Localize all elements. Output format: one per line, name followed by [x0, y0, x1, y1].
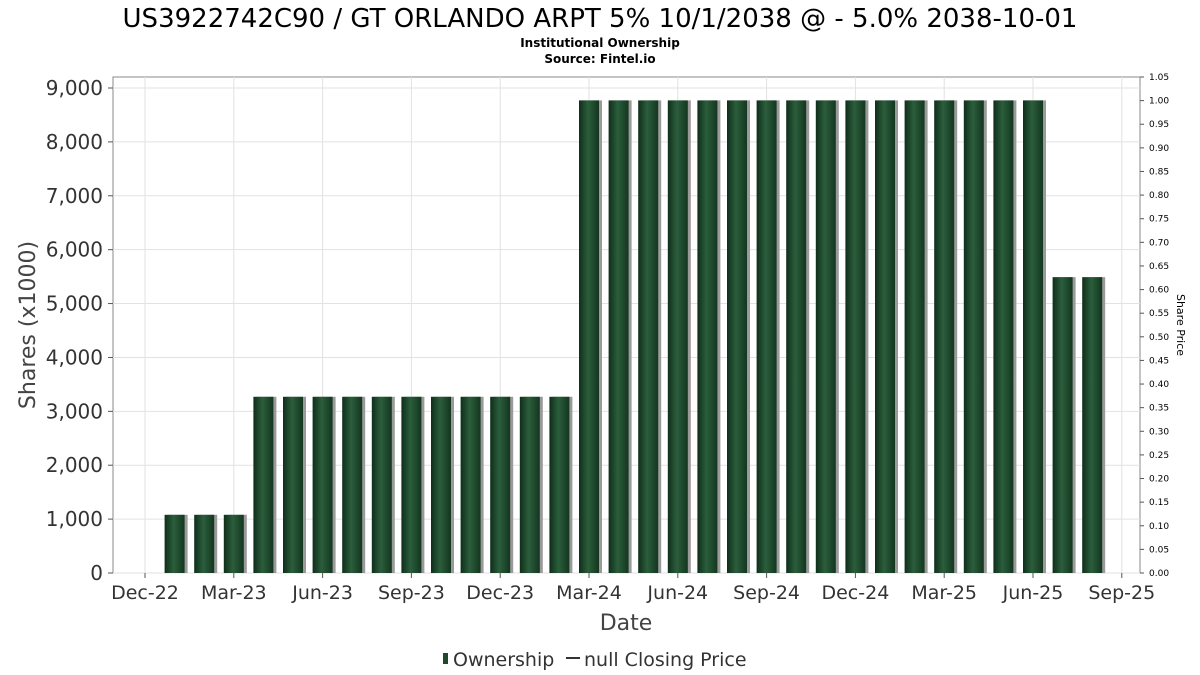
bar: [786, 100, 807, 574]
bar: [963, 100, 984, 574]
right-tick-label: 0.80: [1149, 191, 1169, 201]
bar: [460, 396, 481, 573]
right-tick-label: 0.20: [1149, 475, 1169, 485]
bar: [164, 514, 185, 573]
x-tick-label: Dec-23: [466, 582, 534, 604]
bar: [756, 100, 777, 574]
legend-ownership-label: Ownership: [453, 649, 554, 671]
right-tick-label: 0.00: [1149, 569, 1169, 579]
bar: [904, 100, 925, 574]
chart-subtitle: Institutional Ownership: [520, 36, 680, 50]
x-axis-label: Date: [600, 611, 653, 636]
bar: [697, 100, 718, 574]
bar: [845, 100, 866, 574]
right-tick-label: 0.55: [1149, 309, 1169, 319]
right-tick-label: 1.05: [1149, 73, 1169, 83]
x-tick-label: Sep-25: [1088, 582, 1155, 604]
y-tick-label: 1,000: [46, 507, 103, 531]
x-tick-label: Jun-23: [291, 582, 353, 604]
right-tick-label: 0.15: [1149, 498, 1169, 508]
y-tick-label: 3,000: [46, 399, 103, 423]
y-tick-label: 7,000: [46, 184, 103, 208]
chart-source: Source: Fintel.io: [544, 52, 655, 66]
bar: [519, 396, 540, 573]
y-tick-label: 2,000: [46, 453, 103, 477]
x-tick-label: Dec-22: [111, 582, 179, 604]
bar: [1082, 277, 1103, 573]
y-tick-label: 5,000: [46, 292, 103, 316]
bars-group: [164, 100, 1106, 574]
right-axis-label: Share Price: [1174, 294, 1187, 356]
legend-closing-price-label: null Closing Price: [584, 649, 747, 671]
bar: [283, 396, 303, 573]
right-tick-label: 0.45: [1149, 356, 1169, 366]
x-tick-label: Sep-24: [733, 582, 800, 604]
x-tick-label: Mar-24: [556, 582, 622, 604]
right-tick-label: 0.95: [1149, 120, 1169, 130]
y-tick-label: 0: [90, 561, 103, 585]
x-tick-label: Mar-23: [201, 582, 267, 604]
y-tick-label: 4,000: [46, 345, 103, 369]
right-axis-ticks: 0.00 0.05 0.10 0.15 0.20 0.25 0.30 0.35 0.40 0.45…: [1140, 73, 1169, 579]
bar: [638, 100, 659, 574]
bar: [223, 514, 244, 573]
legend-ownership-swatch: [443, 653, 448, 664]
y-axis-ticks: 0 1,000 2,000 3,000 4,000 5,000 6,000 7,000 8,00…: [46, 76, 113, 585]
bar: [608, 100, 629, 574]
x-tick-label: Sep-23: [378, 582, 445, 604]
right-tick-label: 0.10: [1149, 522, 1169, 532]
bar: [194, 514, 215, 573]
bar: [727, 100, 747, 574]
bar: [490, 396, 511, 573]
bar: [815, 100, 836, 574]
right-tick-label: 0.65: [1149, 262, 1169, 272]
x-tick-label: Mar-25: [911, 582, 977, 604]
right-tick-label: 0.60: [1149, 286, 1169, 296]
right-tick-label: 0.40: [1149, 380, 1169, 390]
x-tick-label: Dec-24: [821, 582, 889, 604]
x-tick-label: Jun-25: [1002, 582, 1064, 604]
bar: [549, 396, 570, 573]
bar: [1052, 277, 1073, 573]
legend: Ownership null Closing Price: [443, 649, 747, 671]
bar: [875, 100, 895, 574]
y-tick-label: 6,000: [46, 238, 103, 262]
right-tick-label: 0.90: [1149, 144, 1169, 154]
bar: [1023, 100, 1043, 574]
y-axis-label: Shares (x1000): [16, 241, 41, 409]
bar: [401, 396, 422, 573]
y-tick-label: 9,000: [46, 76, 103, 100]
bar: [431, 396, 451, 573]
bar: [312, 396, 333, 573]
right-tick-label: 0.85: [1149, 167, 1169, 177]
bar: [342, 396, 363, 573]
right-tick-label: 0.35: [1149, 404, 1169, 414]
chart-title: US3922742C90 / GT ORLANDO ARPT 5% 10/1/2…: [123, 4, 1078, 34]
bar: [667, 100, 688, 574]
right-tick-label: 1.00: [1149, 97, 1169, 107]
bar: [934, 100, 955, 574]
y-tick-label: 8,000: [46, 130, 103, 154]
right-tick-label: 0.75: [1149, 215, 1169, 225]
right-tick-label: 0.50: [1149, 333, 1169, 343]
x-axis-ticks: Dec-22 Mar-23 Jun-23 Sep-23 Dec-23 Mar-24 Jun-…: [111, 573, 1155, 604]
x-tick-label: Jun-24: [646, 582, 708, 604]
right-tick-label: 0.70: [1149, 238, 1169, 248]
right-tick-label: 0.30: [1149, 427, 1169, 437]
bar: [993, 100, 1014, 574]
right-tick-label: 0.05: [1149, 545, 1169, 555]
bar: [579, 100, 599, 574]
bar: [371, 396, 392, 573]
right-tick-label: 0.25: [1149, 451, 1169, 461]
bar: [253, 396, 274, 573]
